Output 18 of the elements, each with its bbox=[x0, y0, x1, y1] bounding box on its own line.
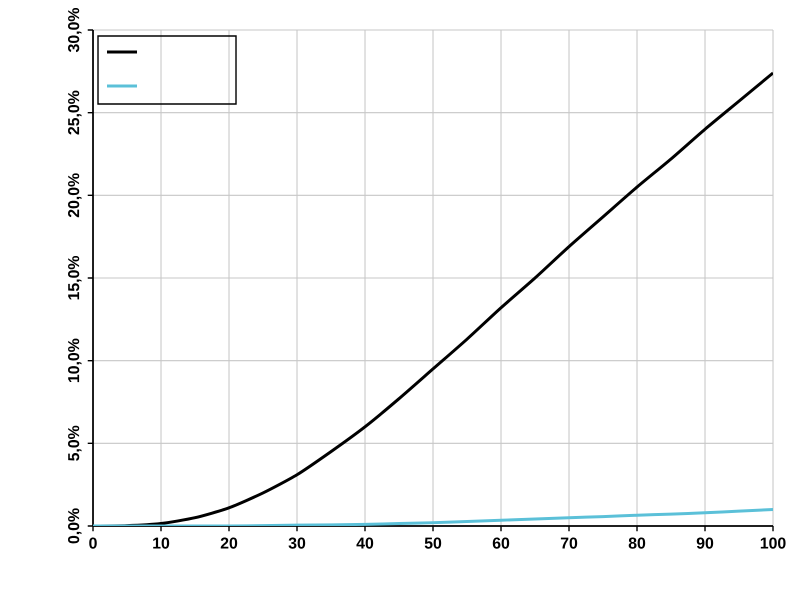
x-tick-label: 20 bbox=[220, 537, 238, 549]
y-tick-label: 30,0% bbox=[68, 8, 82, 52]
x-tick-label: 40 bbox=[356, 537, 374, 549]
x-tick-label: 50 bbox=[424, 537, 442, 549]
x-tick-label: 90 bbox=[696, 537, 714, 549]
x-tick-label: 30 bbox=[288, 537, 306, 549]
x-tick-label: 100 bbox=[760, 537, 786, 549]
y-tick-label: 15,0% bbox=[68, 256, 82, 300]
y-tick-label: 25,0% bbox=[68, 90, 82, 135]
x-tick-label: 80 bbox=[628, 537, 646, 549]
x-tick-label: 10 bbox=[153, 537, 170, 549]
x-tick-label: 0 bbox=[89, 537, 97, 549]
y-tick-label: 0,0% bbox=[68, 508, 82, 544]
y-tick-label: 10,0% bbox=[68, 338, 82, 382]
x-tick-label: 60 bbox=[492, 537, 510, 549]
y-tick-label: 20,0% bbox=[68, 173, 82, 218]
y-tick-label: 5,0% bbox=[68, 426, 82, 461]
x-tick-label: 70 bbox=[560, 537, 578, 549]
